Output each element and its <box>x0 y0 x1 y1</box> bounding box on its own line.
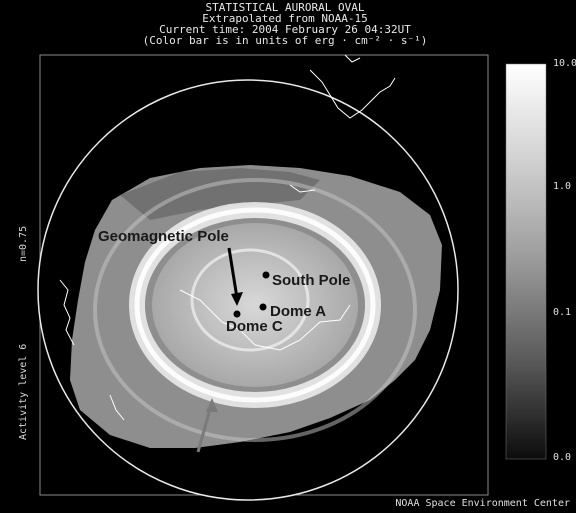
dome-c-marker <box>233 310 241 318</box>
dome-c-label: Dome C <box>226 318 283 335</box>
dome-a-label: Dome A <box>270 303 327 320</box>
polar-cap <box>152 223 358 387</box>
dome-a-marker <box>259 303 267 311</box>
colorbar-tick-max: 10.0 <box>553 58 576 69</box>
colorbar-tick-min: 0.0 <box>553 452 572 463</box>
geomagnetic-pole-arrow <box>227 247 239 299</box>
figure-title: STATISTICAL AURORAL OVAL Extrapolated fr… <box>95 2 475 46</box>
colorbar-tick-1: 1.0 <box>553 181 572 192</box>
colorbar <box>505 63 547 460</box>
geomagnetic-pole-label: Geomagnetic Pole <box>98 228 229 245</box>
title-line-4: (Color bar is in units of erg · cm⁻² · s… <box>142 34 428 47</box>
antarctic-coastline <box>179 289 351 351</box>
title-line-2: Extrapolated from NOAA-15 <box>202 12 368 25</box>
credit-label: NOAA Space Environment Center <box>395 498 570 509</box>
activity-level-label: Activity level 6 <box>18 343 29 440</box>
south-pole-marker <box>262 271 270 279</box>
n-value-label: n=0.75 <box>18 225 29 262</box>
title-line-1: STATISTICAL AURORAL OVAL <box>205 1 365 14</box>
south-america-coastline <box>309 54 396 119</box>
south-pole-label: South Pole <box>272 272 351 289</box>
colorbar-tick-0-1: 0.1 <box>553 307 572 318</box>
title-line-3: Current time: 2004 February 26 04:32UT <box>159 23 411 36</box>
